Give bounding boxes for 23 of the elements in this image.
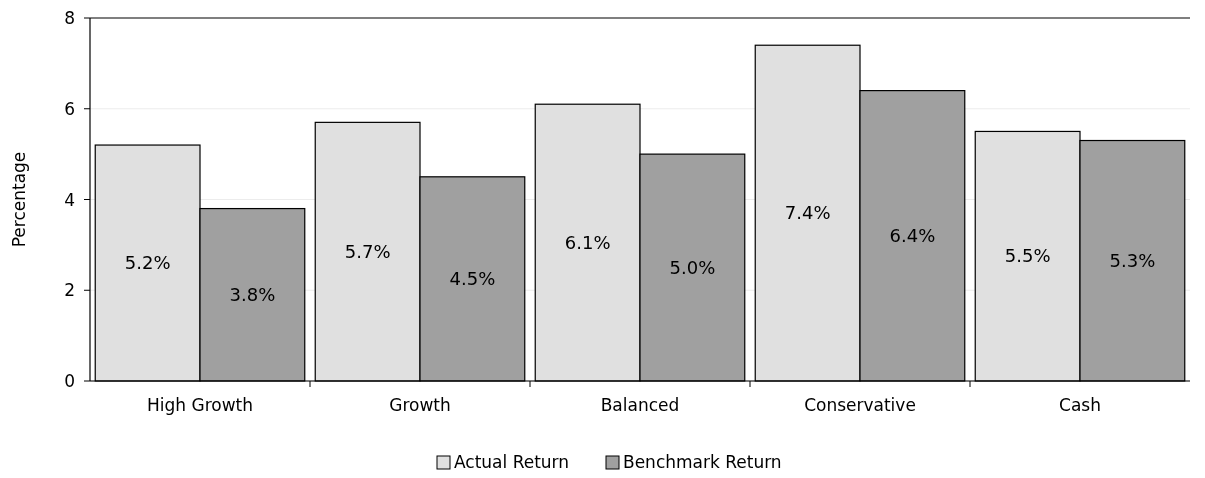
y-axis-title: Percentage <box>9 151 29 248</box>
data-label: 5.7% <box>344 240 391 262</box>
data-label: 6.4% <box>889 224 936 246</box>
x-tick-label: Conservative <box>804 395 916 415</box>
data-label: 7.4% <box>784 202 831 224</box>
x-tick-label: Cash <box>1059 395 1101 415</box>
x-tick-label: High Growth <box>146 395 254 415</box>
data-label: 5.0% <box>669 256 716 278</box>
y-tick-label: 8 <box>64 8 75 28</box>
data-label: 3.8% <box>229 283 276 305</box>
data-label: 6.1% <box>564 231 611 253</box>
data-label: 5.5% <box>1004 245 1051 267</box>
x-tick-label: Growth <box>389 395 451 415</box>
x-tick-label: Balanced <box>600 395 680 415</box>
y-tick-label: 6 <box>64 98 75 119</box>
data-label: 5.3% <box>1109 249 1156 271</box>
y-tick-label: 0 <box>64 371 75 391</box>
data-label: 5.2% <box>124 252 171 274</box>
y-tick-label: 4 <box>64 189 75 210</box>
data-label: 4.5% <box>449 267 496 289</box>
legend-label: Actual Return <box>454 452 570 472</box>
legend-label: Benchmark Return <box>623 452 782 472</box>
y-tick-label: 2 <box>64 280 75 301</box>
